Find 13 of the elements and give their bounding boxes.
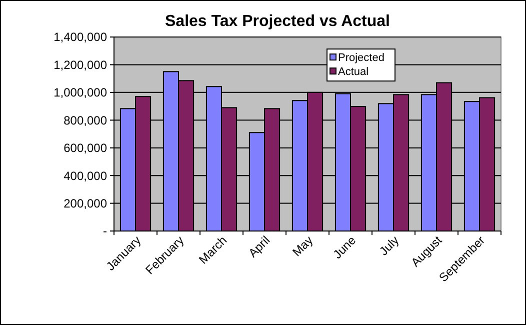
legend-label: Projected bbox=[338, 52, 384, 64]
y-tick-label: 1,200,000 bbox=[54, 58, 108, 72]
y-tick-label: 400,000 bbox=[64, 168, 108, 183]
chart-title: Sales Tax Projected vs Actual bbox=[165, 13, 390, 30]
legend-label: Actual bbox=[338, 66, 369, 78]
y-tick-label: 600,000 bbox=[64, 141, 108, 156]
y-tick-label: 1,000,000 bbox=[54, 86, 108, 100]
y-tick-label: 800,000 bbox=[64, 113, 108, 128]
x-tick-label: May bbox=[290, 233, 316, 260]
y-tick-label: 1,400,000 bbox=[54, 30, 108, 44]
y-tick-label: 200,000 bbox=[64, 196, 108, 210]
x-tick-label: July bbox=[376, 233, 402, 258]
y-tick-label: - bbox=[103, 224, 107, 238]
